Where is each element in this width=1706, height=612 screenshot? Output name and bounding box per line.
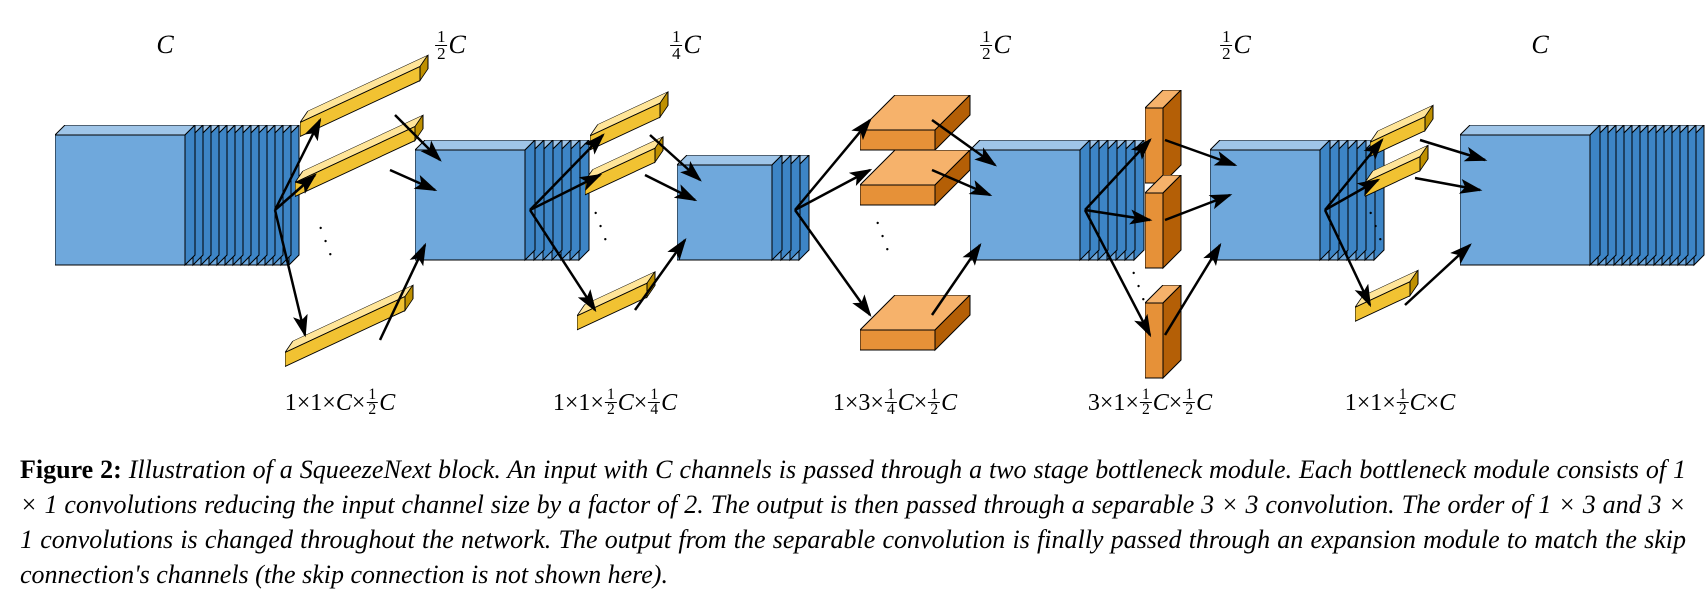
channel-label: 12C: [979, 30, 1011, 63]
filter-dim-label: 1×1×12C×C: [1345, 390, 1455, 419]
figure-caption: Figure 2: Illustration of a SqueezeNext …: [20, 452, 1686, 592]
input-stack: [55, 125, 307, 265]
diagram-area: . . .. . .. . .. . .. . .C12C14C12C12CC1…: [20, 20, 1686, 440]
filter-dim-label: 1×1×12C×14C: [553, 390, 677, 419]
channel-label: 12C: [434, 30, 466, 63]
filter-dim-label: 1×1×C×12C: [285, 390, 395, 419]
channel-label: 12C: [1219, 30, 1251, 63]
fm3-stack: [970, 140, 1153, 260]
ellipsis: . . .: [1126, 265, 1160, 306]
ellipsis: . . .: [870, 215, 904, 256]
figure-2: . . .. . .. . .. . .. . .C12C14C12C12CC1…: [20, 20, 1686, 592]
fm2-stack: [677, 155, 818, 260]
channel-label: 14C: [669, 30, 701, 63]
filter-dim-label: 1×3×14C×12C: [833, 390, 957, 419]
figure-caption-text: Illustration of a SqueezeNext block. An …: [20, 455, 1686, 589]
output-stack: [1460, 125, 1706, 265]
channel-label: C: [156, 30, 173, 60]
filter-dim-label: 3×1×12C×12C: [1088, 390, 1212, 419]
channel-label: C: [1531, 30, 1548, 60]
figure-number: Figure 2:: [20, 455, 122, 484]
